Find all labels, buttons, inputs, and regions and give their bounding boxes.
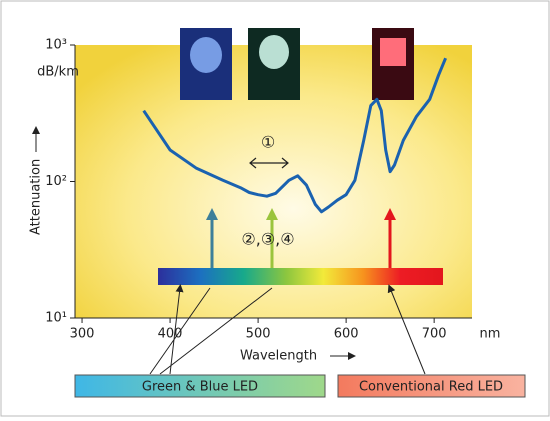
- legend-label: Green & Blue LED: [142, 380, 258, 395]
- x-tick-label: 700: [422, 327, 447, 342]
- chart: dB/km Attenuation Wavelength nm ① ②,③,④ …: [0, 0, 550, 417]
- led-glow: [380, 38, 406, 66]
- x-tick-label: 300: [70, 327, 95, 342]
- y-tick-label: 10³: [45, 38, 67, 53]
- x-tick-label: 600: [334, 327, 359, 342]
- annotation: ①: [261, 133, 275, 152]
- spectrum-bar: [158, 268, 443, 285]
- annotation: ②,③,④: [241, 230, 294, 249]
- x-tick-label: 500: [246, 327, 271, 342]
- y-unit: dB/km: [37, 65, 79, 80]
- x-axis-title: Wavelength: [240, 349, 317, 364]
- led-glow: [259, 35, 289, 69]
- led-glow: [190, 37, 222, 73]
- legend-label: Conventional Red LED: [359, 380, 503, 395]
- y-tick-label: 10²: [45, 174, 67, 189]
- y-axis-title: Attenuation: [29, 159, 44, 235]
- x-tick-label: 400: [158, 327, 183, 342]
- y-tick-label: 10¹: [45, 311, 67, 326]
- x-unit: nm: [480, 327, 501, 342]
